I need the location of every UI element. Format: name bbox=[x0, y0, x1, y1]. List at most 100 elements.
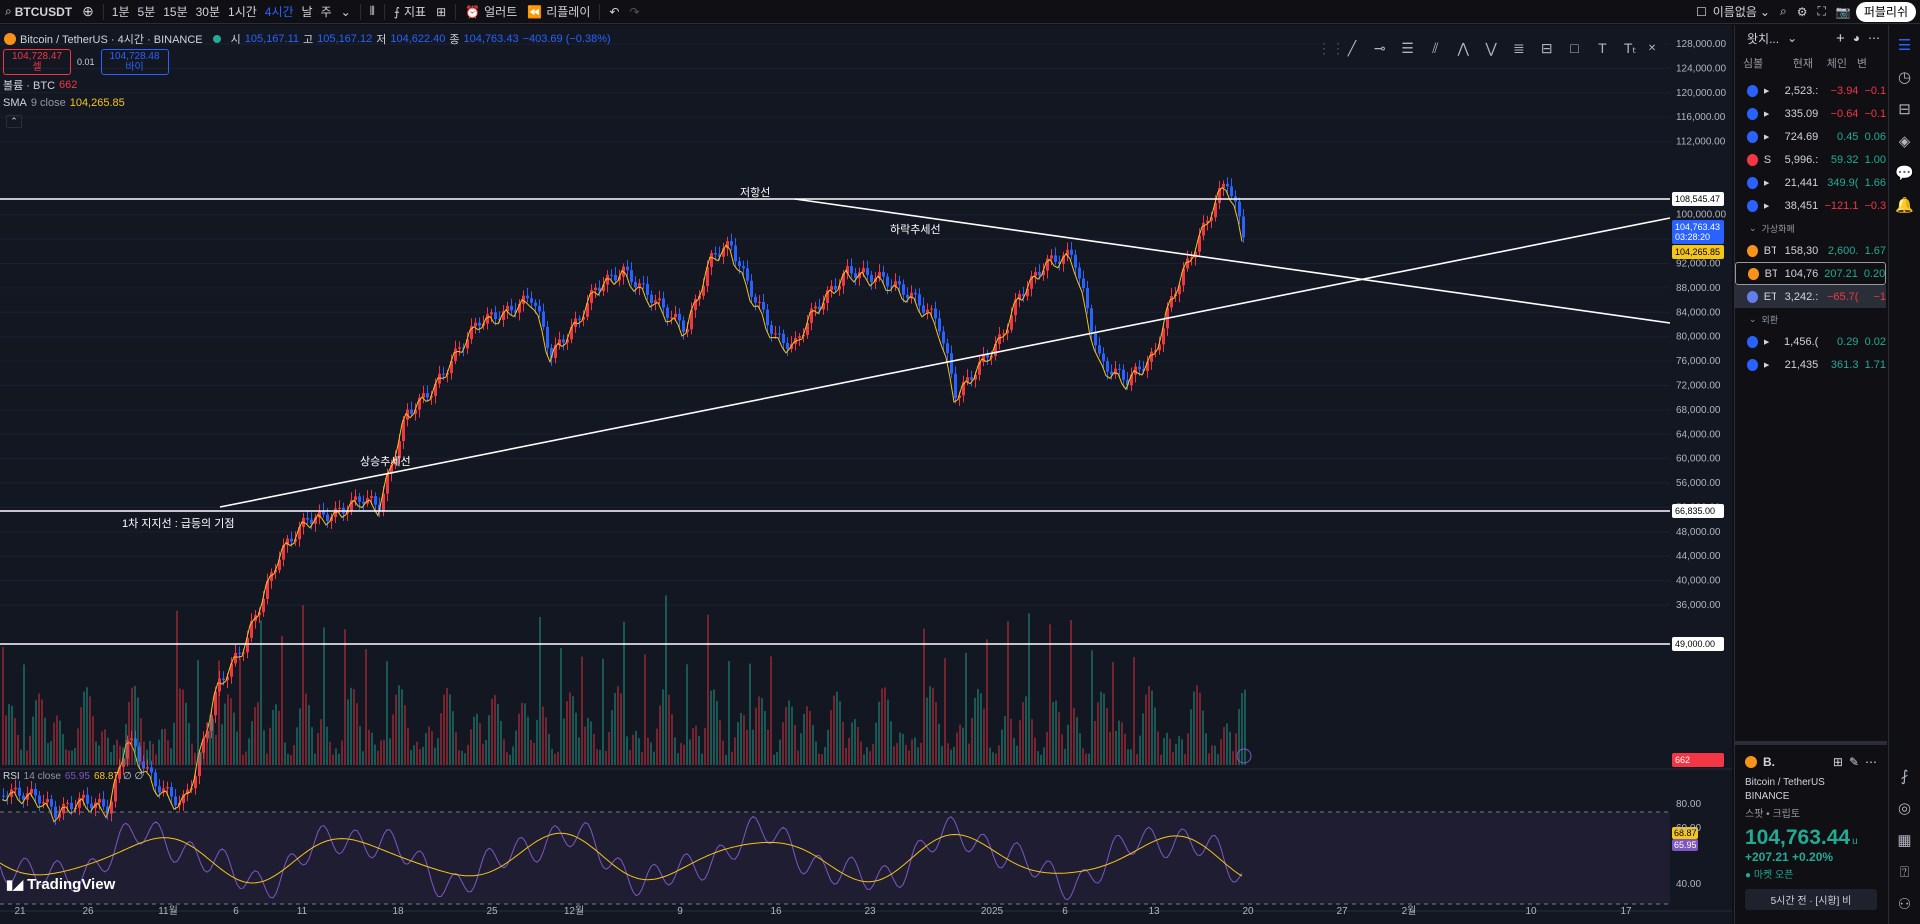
candle-body bbox=[994, 343, 997, 356]
interval-3[interactable]: 30분 bbox=[195, 5, 221, 19]
watchlist-row[interactable]: ▸ 335.09 −0.64 −0.1 bbox=[1735, 102, 1886, 125]
sma-label[interactable]: SMA bbox=[3, 97, 27, 109]
elliott-icon[interactable]: ⋁ bbox=[1485, 39, 1497, 56]
watchlist-row[interactable]: ET 3,242.: −65.7(−1 bbox=[1735, 285, 1886, 308]
interval-4[interactable]: 1시간 bbox=[228, 5, 257, 19]
snapshot-button[interactable]: 📷 bbox=[1831, 0, 1856, 24]
close-icon[interactable]: ✕ bbox=[1647, 42, 1657, 54]
layers-icon[interactable]: ◈ bbox=[1898, 133, 1911, 150]
details-symbol[interactable]: B. bbox=[1763, 755, 1775, 769]
chevron-down-icon[interactable]: ⌄ bbox=[1787, 31, 1798, 45]
drag-handle-icon[interactable]: ⋮⋮ bbox=[1317, 39, 1345, 56]
column-header[interactable]: 체인 bbox=[1826, 58, 1847, 70]
time-axis-label: 23 bbox=[864, 906, 876, 917]
quick-search-button[interactable]: ⌕ bbox=[1775, 0, 1792, 24]
fib-ext-icon[interactable]: ≣ bbox=[1513, 39, 1525, 56]
interval-2[interactable]: 15분 bbox=[163, 5, 188, 19]
candle-body bbox=[422, 393, 425, 398]
watchlist-title[interactable]: 왓치... bbox=[1747, 31, 1780, 46]
replay-button[interactable]: ⏪ 리플레이 bbox=[522, 0, 595, 24]
news-footer[interactable]: 5시간 전 · [시황] 비 bbox=[1745, 889, 1877, 910]
section-fx[interactable]: ⌄ 외환 bbox=[1749, 313, 1779, 325]
chart-type-button[interactable]: ⫴ bbox=[365, 0, 380, 24]
interval-6[interactable]: 날 bbox=[301, 5, 313, 19]
sell-button[interactable]: 104,728.47 셀 bbox=[3, 49, 71, 75]
interval-7[interactable]: 주 bbox=[320, 5, 332, 19]
advanced-view-icon[interactable]: ◕ bbox=[1852, 31, 1860, 45]
column-header[interactable]: 변 bbox=[1856, 58, 1867, 70]
alert-button[interactable]: ⏰ 얼러트 bbox=[460, 0, 522, 24]
watchlist-row[interactable]: ▸ 2,523.: −3.94 −0.1 bbox=[1735, 79, 1886, 102]
text-icon[interactable]: T bbox=[1598, 40, 1607, 56]
text-style-icon[interactable]: Tₜ bbox=[1623, 39, 1637, 56]
settings-button[interactable]: ⚙ bbox=[1792, 0, 1813, 24]
volume-bar bbox=[296, 727, 298, 765]
watchlist-pct: −0.1 bbox=[1864, 84, 1886, 97]
community-icon[interactable]: ⚇ bbox=[1897, 896, 1912, 913]
volume-bar bbox=[977, 688, 979, 765]
undo-button[interactable]: ↶ bbox=[604, 0, 624, 24]
object-tree-icon[interactable]: ⊟ bbox=[1898, 101, 1911, 118]
interval-dropdown[interactable]: ⌄ bbox=[336, 0, 356, 24]
chart-canvas[interactable]: 128,000.00 124,000.00 120,000.00 116,000.00… bbox=[0, 25, 1732, 924]
symbol-title[interactable]: Bitcoin / TetherUS · 4시간 · BINANCE bbox=[20, 34, 203, 46]
more-icon[interactable]: ⋯ bbox=[1865, 755, 1877, 769]
buy-button[interactable]: 104,728.48 바이 bbox=[100, 49, 169, 75]
volume-label[interactable]: 볼륨 · BTC bbox=[3, 80, 56, 92]
collapse-legend-button[interactable]: ⌃ bbox=[6, 114, 22, 128]
watchlist-row[interactable]: ▸ 1,456.(0.29 0.02 bbox=[1735, 330, 1886, 353]
calendar-icon[interactable]: ▦ bbox=[1897, 832, 1912, 849]
target-icon[interactable]: ◎ bbox=[1897, 800, 1912, 817]
volume-bar bbox=[95, 741, 97, 765]
candle-body bbox=[182, 794, 185, 803]
chat-icon[interactable]: 💬 bbox=[1895, 165, 1914, 182]
candle-body bbox=[786, 343, 789, 349]
chart-pane[interactable]: 128,000.00 124,000.00 120,000.00 116,000.00… bbox=[0, 25, 1732, 924]
interval-0[interactable]: 1분 bbox=[111, 5, 130, 19]
gann-icon[interactable]: ⊟ bbox=[1540, 39, 1553, 56]
watchlist-row[interactable]: S 5,996.: 59.32 1.00 bbox=[1735, 148, 1886, 171]
publish-button[interactable]: 퍼블리쉬 bbox=[1855, 1, 1916, 22]
interval-1[interactable]: 5분 bbox=[137, 5, 156, 19]
templates-button[interactable]: ⊞ bbox=[431, 0, 451, 24]
symbol-search[interactable]: ⌕ BTCUSDT bbox=[0, 0, 77, 24]
fib-icon[interactable]: ☰ bbox=[1401, 39, 1414, 56]
rsi-label[interactable]: RSI bbox=[3, 771, 20, 782]
fullscreen-button[interactable]: ⛶ bbox=[1812, 0, 1830, 24]
column-header[interactable]: 현재 bbox=[1792, 58, 1813, 70]
buy-label: 바이 bbox=[125, 62, 144, 73]
watchlist-row[interactable]: BT 158,30 2,600. 1.67 bbox=[1735, 239, 1886, 262]
interval-5[interactable]: 4시간 bbox=[264, 5, 294, 19]
compare-button[interactable]: ⊕ bbox=[77, 0, 99, 24]
add-symbol-icon[interactable]: + bbox=[1835, 29, 1845, 47]
notifications-icon[interactable]: 🔔 bbox=[1895, 197, 1914, 214]
rectangle-icon[interactable]: □ bbox=[1570, 40, 1579, 56]
grid-icon[interactable]: ⊞ bbox=[1832, 755, 1843, 769]
channel-icon[interactable]: ⫽ bbox=[1432, 39, 1439, 56]
trend-line-icon[interactable]: ╱ bbox=[1347, 39, 1357, 56]
help-icon[interactable]: ⍰ bbox=[1899, 863, 1909, 881]
edit-icon[interactable]: ✎ bbox=[1848, 755, 1859, 769]
price-axis-label: 120,000.00 bbox=[1676, 88, 1726, 99]
redo-button[interactable]: ↷ bbox=[624, 0, 644, 24]
horizontal-line-icon[interactable]: ⊸ bbox=[1373, 39, 1386, 56]
section-crypto[interactable]: ⌄ 가상화폐 bbox=[1749, 222, 1795, 234]
alarm-clock-icon[interactable]: ◷ bbox=[1897, 69, 1912, 86]
volume-bar bbox=[596, 749, 598, 765]
watchlist-row[interactable]: ▸ 21,441 349.9(1.66 bbox=[1735, 171, 1886, 194]
layout-name-button[interactable]: ☐ 이름없음 ⌄ bbox=[1691, 0, 1775, 24]
pattern-icon[interactable]: ⋀ bbox=[1457, 39, 1469, 56]
indicators-button[interactable]: ⨍ 지표 bbox=[389, 0, 431, 24]
volume-bar bbox=[23, 664, 25, 765]
column-header[interactable]: 심볼 bbox=[1743, 58, 1764, 70]
pine-icon[interactable]: ⨏ bbox=[1900, 768, 1909, 785]
watchlist-row[interactable]: BT 104,76 207.21 0.20 bbox=[1735, 262, 1886, 285]
watchlist-row[interactable]: ▸ 21,435 361.3 1.71 bbox=[1735, 353, 1886, 376]
watchlist-row[interactable]: ▸ 724.69 0.45 0.06 bbox=[1735, 125, 1886, 148]
volume-bar bbox=[158, 739, 160, 765]
watchlist-row[interactable]: ▸ 38,451 −121.1 −0.3 bbox=[1735, 194, 1886, 217]
volume-bar bbox=[1082, 748, 1084, 765]
more-icon[interactable]: ⋯ bbox=[1868, 31, 1880, 45]
watchlist-icon[interactable]: ☰ bbox=[1897, 37, 1912, 54]
details-name[interactable]: Bitcoin / TetherUS bbox=[1745, 777, 1825, 788]
